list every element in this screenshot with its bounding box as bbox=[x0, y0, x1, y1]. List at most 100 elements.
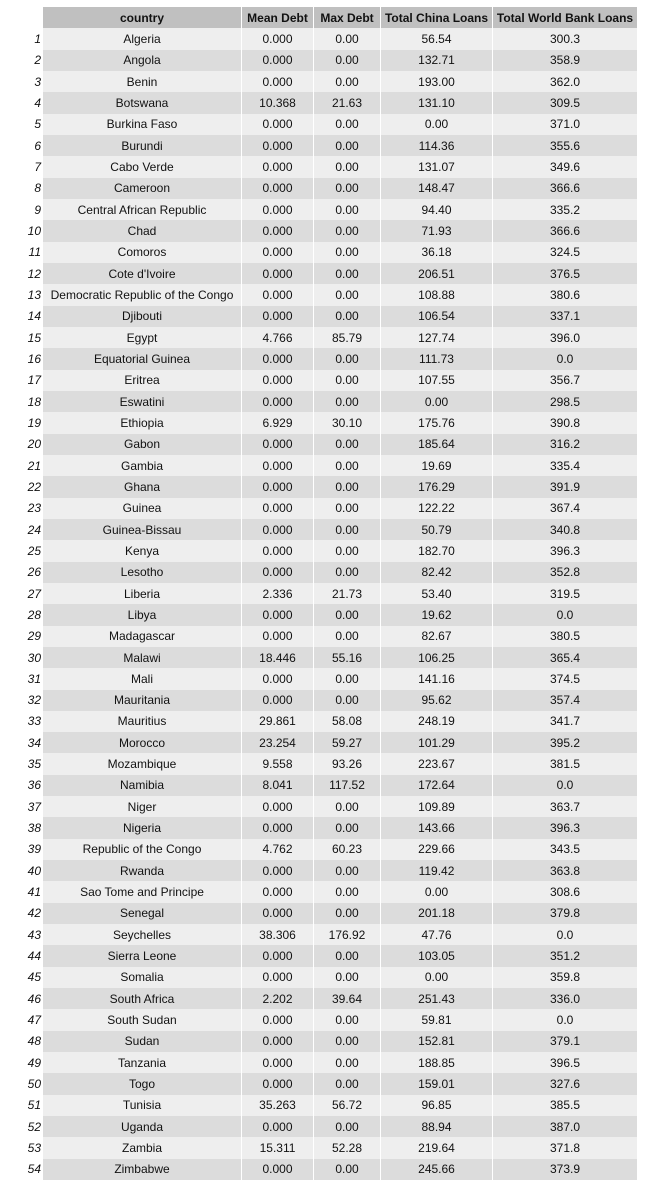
total-china-loans-cell: 106.25 bbox=[380, 646, 493, 669]
mean-debt-cell: 0.000 bbox=[241, 156, 314, 178]
column-header-country[interactable]: country bbox=[43, 7, 242, 29]
column-header-total-china-loans[interactable]: Total China Loans bbox=[380, 7, 493, 29]
max-debt-cell: 0.00 bbox=[313, 433, 381, 455]
country-cell: Burkina Faso bbox=[43, 113, 242, 135]
table-row: 38 Nigeria 0.000 0.00 143.66 396.3 bbox=[0, 817, 637, 839]
total-china-loans-cell: 172.64 bbox=[380, 774, 493, 797]
column-header-max-debt[interactable]: Max Debt bbox=[313, 7, 381, 29]
max-debt-cell: 0.00 bbox=[313, 860, 381, 882]
max-debt-cell: 0.00 bbox=[313, 518, 381, 541]
country-cell: South Africa bbox=[43, 988, 242, 1010]
mean-debt-cell: 4.766 bbox=[241, 326, 314, 349]
total-world-bank-loans-cell: 365.4 bbox=[492, 646, 637, 669]
total-world-bank-loans-cell: 0.0 bbox=[492, 348, 637, 370]
table-row: 5 Burkina Faso 0.000 0.00 0.00 371.0 bbox=[0, 113, 637, 135]
total-world-bank-loans-cell: 358.9 bbox=[492, 49, 637, 71]
total-china-loans-cell: 0.00 bbox=[380, 113, 493, 135]
country-cell: Sao Tome and Principe bbox=[43, 881, 242, 903]
total-world-bank-loans-cell: 0.0 bbox=[492, 924, 637, 946]
total-world-bank-loans-cell: 352.8 bbox=[492, 561, 637, 583]
row-index: 4 bbox=[0, 92, 43, 114]
max-debt-cell: 0.00 bbox=[313, 1073, 381, 1095]
max-debt-cell: 0.00 bbox=[313, 262, 381, 285]
total-china-loans-cell: 101.29 bbox=[380, 732, 493, 754]
table-row: 51 Tunisia 35.263 56.72 96.85 385.5 bbox=[0, 1094, 637, 1117]
total-china-loans-cell: 223.67 bbox=[380, 753, 493, 775]
total-world-bank-loans-cell: 380.6 bbox=[492, 284, 637, 306]
total-china-loans-cell: 50.79 bbox=[380, 518, 493, 541]
total-world-bank-loans-cell: 381.5 bbox=[492, 753, 637, 775]
mean-debt-cell: 0.000 bbox=[241, 198, 314, 221]
total-world-bank-loans-cell: 356.7 bbox=[492, 369, 637, 391]
table-row: 37 Niger 0.000 0.00 109.89 363.7 bbox=[0, 796, 637, 818]
total-world-bank-loans-cell: 379.8 bbox=[492, 902, 637, 925]
max-debt-cell: 0.00 bbox=[313, 945, 381, 967]
row-index: 17 bbox=[0, 369, 43, 391]
table-row: 50 Togo 0.000 0.00 159.01 327.6 bbox=[0, 1073, 637, 1095]
total-china-loans-cell: 95.62 bbox=[380, 689, 493, 711]
table-row: 32 Mauritania 0.000 0.00 95.62 357.4 bbox=[0, 689, 637, 711]
country-cell: Mozambique bbox=[43, 753, 242, 775]
row-index: 40 bbox=[0, 860, 43, 882]
total-china-loans-cell: 56.54 bbox=[380, 28, 493, 50]
total-world-bank-loans-cell: 371.0 bbox=[492, 113, 637, 135]
total-china-loans-cell: 114.36 bbox=[380, 134, 493, 157]
total-china-loans-cell: 245.66 bbox=[380, 1158, 493, 1181]
max-debt-cell: 0.00 bbox=[313, 604, 381, 626]
total-china-loans-cell: 19.62 bbox=[380, 604, 493, 626]
total-world-bank-loans-cell: 374.5 bbox=[492, 668, 637, 690]
max-debt-cell: 21.73 bbox=[313, 582, 381, 605]
total-world-bank-loans-cell: 335.4 bbox=[492, 454, 637, 477]
row-index: 25 bbox=[0, 540, 43, 562]
max-debt-cell: 0.00 bbox=[313, 156, 381, 178]
country-cell: Cameroon bbox=[43, 177, 242, 199]
total-china-loans-cell: 108.88 bbox=[380, 284, 493, 306]
max-debt-cell: 39.64 bbox=[313, 988, 381, 1010]
country-cell: Algeria bbox=[43, 28, 242, 50]
row-index: 54 bbox=[0, 1158, 43, 1181]
mean-debt-cell: 23.254 bbox=[241, 732, 314, 754]
total-china-loans-cell: 206.51 bbox=[380, 262, 493, 285]
row-index: 52 bbox=[0, 1116, 43, 1138]
row-index: 23 bbox=[0, 497, 43, 519]
total-china-loans-cell: 88.94 bbox=[380, 1116, 493, 1138]
max-debt-cell: 0.00 bbox=[313, 220, 381, 242]
total-world-bank-loans-cell: 319.5 bbox=[492, 582, 637, 605]
table-row: 29 Madagascar 0.000 0.00 82.67 380.5 bbox=[0, 625, 637, 647]
table-row: 15 Egypt 4.766 85.79 127.74 396.0 bbox=[0, 326, 637, 349]
mean-debt-cell: 0.000 bbox=[241, 1116, 314, 1138]
row-index: 13 bbox=[0, 284, 43, 306]
country-cell: Morocco bbox=[43, 732, 242, 754]
table-row: 4 Botswana 10.368 21.63 131.10 309.5 bbox=[0, 92, 637, 114]
max-debt-cell: 0.00 bbox=[313, 476, 381, 498]
table-row: 19 Ethiopia 6.929 30.10 175.76 390.8 bbox=[0, 412, 637, 434]
row-index: 16 bbox=[0, 348, 43, 370]
mean-debt-cell: 29.861 bbox=[241, 710, 314, 733]
country-cell: Democratic Republic of the Congo bbox=[43, 284, 242, 306]
country-cell: Namibia bbox=[43, 774, 242, 797]
total-world-bank-loans-cell: 336.0 bbox=[492, 988, 637, 1010]
max-debt-cell: 0.00 bbox=[313, 1116, 381, 1138]
country-cell: Botswana bbox=[43, 92, 242, 114]
country-cell: Sudan bbox=[43, 1030, 242, 1053]
mean-debt-cell: 0.000 bbox=[241, 668, 314, 690]
row-index: 26 bbox=[0, 561, 43, 583]
total-china-loans-cell: 193.00 bbox=[380, 70, 493, 93]
total-world-bank-loans-cell: 335.2 bbox=[492, 198, 637, 221]
column-header-total-world-bank-loans[interactable]: Total World Bank Loans bbox=[492, 7, 637, 29]
table-row: 13 Democratic Republic of the Congo 0.000 0… bbox=[0, 284, 637, 306]
mean-debt-cell: 0.000 bbox=[241, 454, 314, 477]
max-debt-cell: 0.00 bbox=[313, 668, 381, 690]
country-cell: Eritrea bbox=[43, 369, 242, 391]
table-row: 45 Somalia 0.000 0.00 0.00 359.8 bbox=[0, 966, 637, 989]
column-header-mean-debt[interactable]: Mean Debt bbox=[241, 7, 314, 29]
country-cell: Ghana bbox=[43, 476, 242, 498]
country-cell: Niger bbox=[43, 796, 242, 818]
row-index: 18 bbox=[0, 390, 43, 413]
total-china-loans-cell: 176.29 bbox=[380, 476, 493, 498]
mean-debt-cell: 0.000 bbox=[241, 49, 314, 71]
table-row: 26 Lesotho 0.000 0.00 82.42 352.8 bbox=[0, 561, 637, 583]
row-index: 33 bbox=[0, 710, 43, 733]
total-china-loans-cell: 131.07 bbox=[380, 156, 493, 178]
table-row: 47 South Sudan 0.000 0.00 59.81 0.0 bbox=[0, 1009, 637, 1031]
